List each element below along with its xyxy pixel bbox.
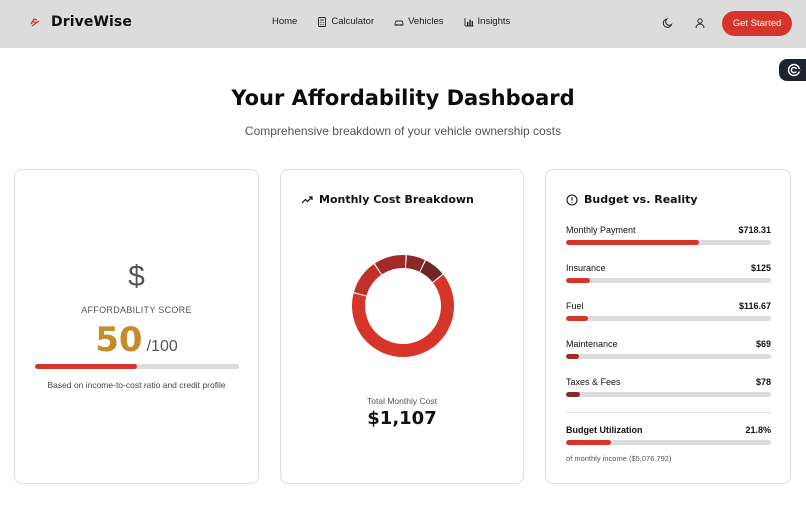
budget-row-maintenance: Maintenance $69	[566, 339, 771, 359]
donut-slice-fuel[interactable]	[374, 255, 406, 275]
budget-utilization-label: Budget Utilization	[566, 425, 643, 435]
donut-slice-maintenance[interactable]	[405, 255, 425, 272]
score-max: /100	[146, 338, 178, 355]
car-logo-icon	[30, 18, 40, 27]
nav-link-home-label: Home	[272, 16, 298, 27]
budget-row-taxes-fees: Taxes & Fees $78	[566, 377, 771, 397]
nav-link-vehicles[interactable]: Vehicles	[394, 16, 444, 27]
nav-link-insights-label: Insights	[477, 16, 511, 27]
donut-slice-insurance[interactable]	[353, 264, 382, 296]
page-subtitle: Comprehensive breakdown of your vehicle …	[244, 124, 562, 138]
budget-row-fill	[566, 316, 588, 321]
budget-title-text: Budget vs. Reality	[584, 193, 698, 206]
trending-up-icon	[301, 195, 313, 203]
budget-row-track	[566, 240, 771, 245]
budget-row-label: Fuel	[566, 301, 584, 311]
nav-link-home[interactable]: Home	[272, 16, 297, 27]
monthly-cost-breakdown-card: Monthly Cost Breakdown Total Monthly Cos…	[280, 169, 524, 484]
score-progress-fill	[35, 364, 137, 369]
budget-row-fill	[566, 392, 581, 397]
budget-divider	[566, 412, 771, 413]
get-started-button[interactable]: Get Started	[722, 11, 792, 36]
assistant-icon	[787, 63, 801, 77]
budget-row-fuel: Fuel $116.67	[566, 301, 771, 321]
score-label: AFFORDABILITY SCORE	[81, 305, 192, 315]
budget-utilization-fill	[566, 440, 611, 445]
score-progress-track	[35, 364, 239, 369]
nav-link-calculator[interactable]: Calculator	[317, 16, 374, 27]
cost-donut-chart	[352, 255, 454, 357]
budget-row-track	[566, 316, 771, 321]
breakdown-title-text: Monthly Cost Breakdown	[319, 193, 474, 206]
moon-icon[interactable]	[662, 17, 674, 29]
budget-row-fill	[566, 278, 590, 283]
budget-row-track	[566, 354, 771, 359]
budget-row-label: Insurance	[566, 263, 606, 273]
budget-row-amount: $69	[755, 339, 771, 349]
budget-utilization: Budget Utilization 21.8%	[566, 425, 771, 445]
brand[interactable]: DriveWise	[30, 14, 132, 30]
budget-row-fill	[566, 240, 700, 245]
budget-utilization-value: 21.8%	[745, 425, 771, 435]
page-title: Your Affordability Dashboard	[231, 86, 575, 110]
budget-vs-reality-card: Budget vs. Reality Monthly Payment $718.3…	[545, 169, 791, 484]
score-value: 50	[95, 320, 143, 360]
budget-row-track	[566, 278, 771, 283]
user-icon[interactable]	[694, 17, 706, 29]
car-icon	[394, 20, 404, 26]
budget-row-track	[566, 392, 771, 397]
nav-link-calculator-label: Calculator	[331, 16, 375, 27]
breakdown-title: Monthly Cost Breakdown	[301, 193, 474, 206]
calculator-icon	[318, 16, 327, 27]
budget-row-monthly-payment: Monthly Payment $718.31	[566, 225, 771, 245]
nav-links: Home Calculator Vehicles Insights	[272, 16, 530, 27]
nav-link-vehicles-label: Vehicles	[408, 16, 444, 27]
bar-chart-icon	[464, 17, 474, 26]
budget-row-label: Maintenance	[566, 339, 618, 349]
budget-row-label: Taxes & Fees	[566, 377, 621, 387]
budget-title: Budget vs. Reality	[566, 193, 698, 206]
donut-slice-monthly-payment[interactable]	[352, 274, 454, 357]
brand-name: DriveWise	[51, 14, 132, 30]
budget-utilization-track	[566, 440, 771, 445]
budget-row-amount: $718.31	[738, 225, 771, 235]
dollar-icon: $	[128, 260, 145, 293]
budget-row-insurance: Insurance $125	[566, 263, 771, 283]
total-monthly-cost-label: Total Monthly Cost	[367, 396, 437, 406]
donut-slice-taxes-fees[interactable]	[420, 260, 443, 283]
score-row: 50/100	[15, 320, 258, 360]
budget-row-amount: $125	[750, 263, 771, 273]
budget-row-amount: $78	[755, 377, 771, 387]
nav-link-insights[interactable]: Insights	[464, 16, 511, 27]
top-navbar: DriveWise Home Calculator Vehicles Insig…	[0, 0, 806, 48]
total-monthly-cost-value: $1,107	[367, 408, 437, 429]
alert-circle-icon	[566, 193, 578, 206]
affordability-score-card: $ AFFORDABILITY SCORE 50/100 Based on in…	[14, 169, 259, 484]
score-note: Based on income-to-cost ratio and credit…	[47, 380, 226, 390]
budget-row-amount: $116.67	[738, 301, 771, 311]
budget-row-label: Monthly Payment	[566, 225, 636, 235]
budget-utilization-note: of monthly income ($5,076.792)	[566, 454, 672, 463]
budget-row-fill	[566, 354, 579, 359]
floating-assistant-tab[interactable]	[779, 59, 806, 81]
